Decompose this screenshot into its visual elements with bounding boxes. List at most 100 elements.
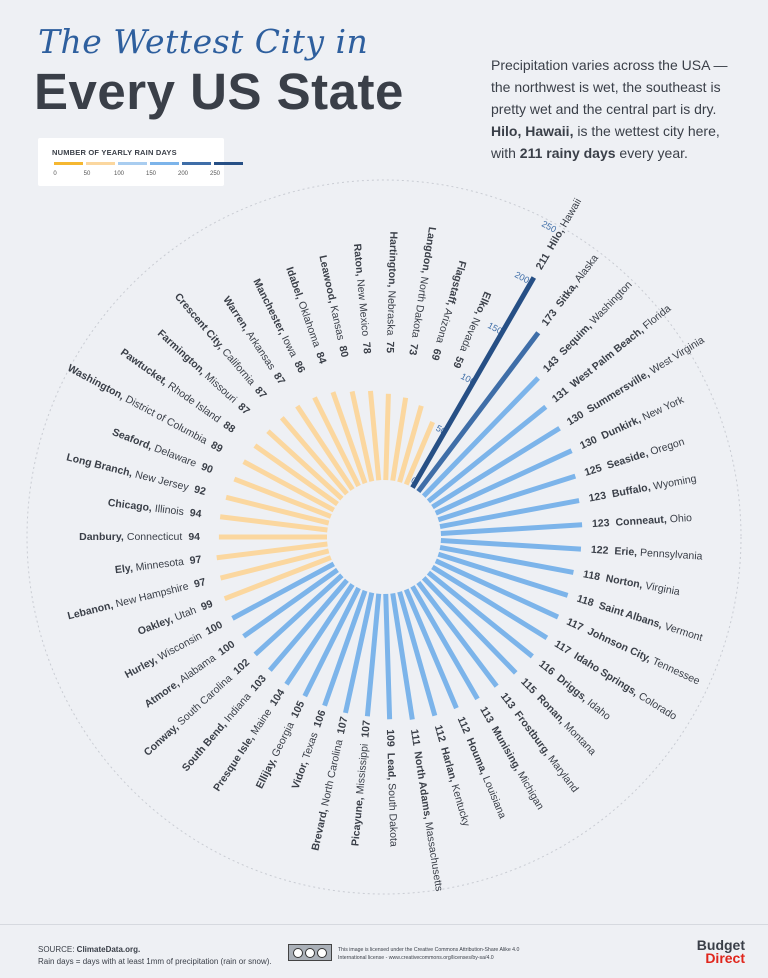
- legend-tick-label: 100: [113, 171, 125, 177]
- bar-state-label: Vermont: [663, 620, 704, 643]
- bar-state-label: Pennsylvania: [640, 547, 703, 563]
- bar-value-label: 122: [591, 544, 609, 557]
- bar-value-label: 118: [575, 593, 595, 610]
- bar: [434, 448, 573, 516]
- bar-state-label: Arizona: [434, 307, 455, 345]
- guide-circle: [26, 179, 742, 895]
- bar-city-label: Norton,: [605, 572, 644, 591]
- bar: [439, 498, 580, 529]
- chart-title-main: Every US State: [34, 63, 404, 120]
- bar-value-label: 99: [199, 598, 214, 613]
- bar-value-label: 123: [588, 489, 608, 504]
- bar-state-label: New Jersey: [134, 468, 191, 493]
- bar-value-label: 100: [204, 619, 225, 638]
- bar-value-label: 130: [565, 408, 586, 428]
- bar-city-label: Brevard,: [309, 807, 330, 851]
- bar-state-label: New Hampshire: [114, 580, 190, 610]
- bar-state-label: Michigan: [515, 769, 546, 812]
- bar-city-label: Ronan,: [535, 692, 568, 726]
- bar-state-label: Georgia: [269, 720, 296, 759]
- bar-city-label: Saint Albans,: [597, 599, 664, 631]
- bar-value-label: 73: [406, 343, 420, 357]
- bar-city-label: Lebanon,: [66, 599, 114, 622]
- bar-state-label: Virginia: [644, 580, 681, 598]
- bar-value-label: 123: [592, 517, 610, 530]
- bar-value-label: 116: [537, 658, 558, 678]
- bar-city-label: Picayune,: [349, 797, 365, 847]
- bar-state-label: Washington: [588, 278, 635, 326]
- bar-state-label: Tennessee: [651, 655, 702, 687]
- bar-state-label: Missouri: [202, 370, 239, 405]
- bar-city-label: Flagstaff,: [444, 259, 468, 307]
- bar-city-label: Atmore,: [142, 677, 181, 710]
- bar: [390, 592, 415, 720]
- bar-city-label: Dunkirk,: [599, 413, 642, 441]
- bar-city-label: Danbury,: [79, 531, 124, 543]
- bar-value-label: 102: [231, 656, 252, 677]
- bar-value-label: 173: [539, 307, 559, 328]
- bar: [253, 443, 339, 507]
- bar-label: Chicago, Illinois 94: [107, 497, 202, 521]
- bar-state-label: West Virginia: [648, 334, 707, 377]
- bar-state-label: Minnesota: [135, 556, 185, 574]
- bar-state-label: Kansas: [328, 304, 347, 341]
- cc-license-icon: [288, 944, 332, 961]
- bar-state-label: Arkansas: [244, 329, 278, 372]
- bar-state-label: Wisconsin: [156, 630, 204, 663]
- bar-value-label: 87: [271, 370, 288, 386]
- bar-city-label: Seaside,: [605, 447, 649, 471]
- bar-city-label: Sitka,: [553, 280, 580, 310]
- bar-city-label: Munising,: [489, 724, 524, 773]
- bar: [279, 416, 349, 496]
- bar-value-label: 125: [583, 462, 603, 479]
- bar-city-label: Leawood,: [317, 254, 339, 304]
- chart-title-script: The Wettest City in: [38, 22, 369, 61]
- bar-state-label: Connecticut: [127, 531, 183, 543]
- bar-city-label: Buffalo,: [611, 481, 652, 500]
- bar-value-label: 111: [408, 728, 422, 746]
- bar-city-label: Driggs,: [554, 672, 590, 704]
- bar-city-label: Chicago,: [107, 497, 153, 514]
- bar: [397, 591, 438, 717]
- legend-swatch: [182, 162, 211, 165]
- bar: [431, 564, 549, 640]
- bar-state-label: Louisiana: [480, 774, 509, 820]
- bar: [219, 548, 330, 581]
- bar-label: 123 Buffalo,Wyoming: [588, 472, 698, 504]
- bar-label: 115Ronan,Montana: [519, 676, 599, 758]
- bar: [390, 397, 409, 482]
- rain-days-definition: Rain days = days with at least 1mm of pr…: [38, 957, 272, 966]
- legend-swatch: [54, 162, 83, 165]
- bar: [410, 585, 480, 701]
- legend-swatch: [150, 162, 179, 165]
- source-note: SOURCE: ClimateData.org. Rain days = day…: [38, 944, 272, 968]
- bar-value-label: 107: [335, 715, 351, 735]
- bar-city-label: Hartington,: [386, 231, 400, 287]
- bar-value-label: 89: [209, 439, 225, 455]
- bar-state-label: Maine: [248, 706, 274, 737]
- bar-value-label: 107: [359, 720, 373, 739]
- bar-city-label: North Adams,: [412, 751, 434, 821]
- bar-state-label: South Dakota: [386, 783, 400, 847]
- legend-tick-label: 50: [83, 171, 91, 177]
- legend-tick-label: 0: [53, 171, 57, 177]
- bar-state-label: Delaware: [152, 442, 198, 469]
- bar-city-label: Long Branch,: [65, 451, 134, 479]
- bar: [416, 580, 499, 688]
- intro-text-highlight-days: 211 rainy days: [519, 145, 616, 161]
- license-line-2: International license - www.creativecomm…: [338, 955, 494, 961]
- bar-city-label: Sequim,: [557, 320, 594, 358]
- bar-city-label: Elko,: [473, 290, 494, 318]
- bar-city-label: Langdon,: [419, 226, 438, 275]
- bar: [440, 538, 582, 552]
- bar: [426, 404, 548, 504]
- bar-value-label: 94: [188, 531, 200, 543]
- bar-city-label: Hurley,: [123, 654, 159, 681]
- legend-swatch: [214, 162, 243, 165]
- bar: [266, 429, 344, 501]
- bar-value-label: 59: [450, 355, 466, 371]
- bar-city-label: Washington,: [66, 362, 127, 402]
- bar-value-label: 90: [199, 461, 214, 476]
- bar-city-label: Raton,: [351, 243, 366, 277]
- bar-value-label: 69: [429, 347, 444, 362]
